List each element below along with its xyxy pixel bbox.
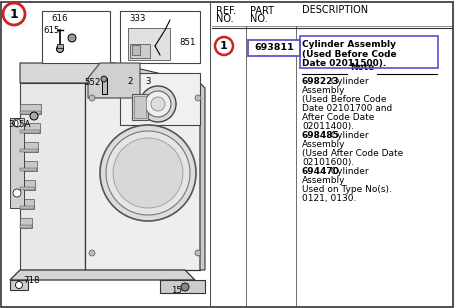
Circle shape [113, 138, 183, 208]
Text: 1: 1 [220, 41, 228, 51]
Circle shape [145, 105, 151, 111]
Circle shape [30, 112, 38, 120]
Bar [130, 44, 150, 58]
Text: Used on Type No(s).: Used on Type No(s). [302, 185, 392, 194]
Text: Assembly: Assembly [302, 86, 345, 95]
Bar [20, 180, 35, 190]
Text: 694470: 694470 [302, 168, 340, 176]
Bar [120, 73, 200, 125]
Polygon shape [88, 63, 140, 98]
Bar [20, 130, 40, 133]
Circle shape [151, 97, 165, 111]
Bar [20, 168, 36, 171]
Text: REF.: REF. [216, 6, 236, 16]
Text: (Used After Code Date: (Used After Code Date [302, 149, 403, 158]
Circle shape [145, 91, 171, 117]
Circle shape [106, 131, 190, 215]
Text: (Used Before Code: (Used Before Code [302, 50, 397, 59]
Bar [20, 199, 34, 209]
Bar [10, 118, 24, 208]
Text: 693811: 693811 [254, 43, 294, 52]
Bar [20, 104, 41, 114]
Text: Date 02101700 and: Date 02101700 and [302, 104, 392, 113]
Circle shape [195, 250, 201, 256]
Bar [20, 149, 38, 152]
Bar [248, 40, 300, 56]
Text: 718: 718 [24, 276, 40, 285]
Circle shape [89, 95, 95, 101]
Circle shape [100, 125, 196, 221]
Text: 2: 2 [127, 77, 133, 86]
Polygon shape [20, 63, 200, 83]
Bar [128, 28, 170, 60]
Circle shape [181, 283, 189, 291]
Text: 698485: 698485 [302, 131, 340, 140]
Text: After Code Date: After Code Date [302, 113, 374, 122]
Text: Cylinder: Cylinder [328, 168, 369, 176]
Text: (Used Before Code: (Used Before Code [302, 95, 386, 104]
Text: 15: 15 [172, 286, 182, 295]
Bar [20, 218, 32, 228]
Text: NO.: NO. [250, 14, 268, 24]
Text: 552: 552 [85, 78, 101, 87]
Bar [300, 36, 438, 67]
Text: 1: 1 [10, 7, 18, 21]
Text: 02101600).: 02101600). [302, 158, 354, 167]
Text: Cylinder Assembly: Cylinder Assembly [302, 40, 396, 49]
Polygon shape [10, 270, 195, 280]
Text: 3: 3 [145, 77, 151, 86]
Text: DESCRIPTION: DESCRIPTION [302, 5, 368, 15]
Bar [20, 187, 35, 190]
Text: PART: PART [250, 6, 274, 16]
Bar [20, 225, 32, 228]
Text: 02011400).: 02011400). [302, 121, 354, 131]
Polygon shape [85, 83, 200, 270]
Text: Cylinder: Cylinder [328, 78, 369, 87]
Bar [134, 96, 146, 118]
Polygon shape [20, 83, 85, 270]
Bar [42, 11, 110, 63]
Polygon shape [10, 280, 28, 290]
Text: 851: 851 [180, 38, 196, 47]
Bar [20, 206, 34, 209]
Circle shape [140, 86, 176, 122]
Text: Note: Note [350, 63, 374, 72]
Circle shape [101, 76, 107, 82]
Bar [20, 123, 40, 133]
Text: NO.: NO. [216, 14, 233, 24]
Circle shape [89, 250, 95, 256]
Bar [132, 45, 140, 55]
Text: 615: 615 [44, 26, 60, 35]
Bar [120, 11, 200, 63]
Text: Assembly: Assembly [302, 140, 345, 149]
Circle shape [13, 119, 21, 127]
Text: Cylinder: Cylinder [328, 131, 369, 140]
Bar [20, 161, 36, 171]
Bar [57, 44, 63, 48]
Circle shape [68, 34, 76, 42]
Bar [132, 94, 148, 120]
Circle shape [195, 95, 201, 101]
Text: 305A: 305A [8, 120, 30, 129]
Bar [20, 142, 38, 152]
Text: 0121, 0130.: 0121, 0130. [302, 194, 356, 203]
Bar [20, 111, 41, 114]
Text: 333: 333 [130, 14, 146, 23]
Polygon shape [200, 83, 205, 270]
Text: 616: 616 [52, 14, 68, 23]
Circle shape [56, 46, 64, 52]
Circle shape [215, 37, 233, 55]
Text: Assembly: Assembly [302, 176, 345, 185]
Circle shape [3, 3, 25, 25]
Bar [102, 78, 107, 94]
Text: Date 02011500).: Date 02011500). [302, 59, 386, 68]
Circle shape [13, 189, 21, 197]
Circle shape [15, 282, 22, 289]
Text: 698223: 698223 [302, 78, 339, 87]
Polygon shape [160, 280, 205, 293]
